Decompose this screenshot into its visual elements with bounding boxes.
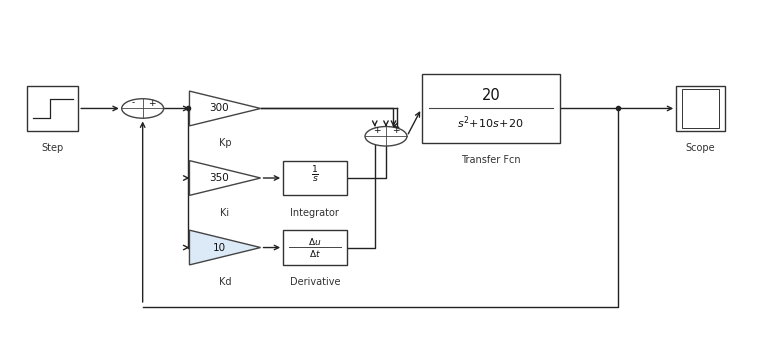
Text: +: + <box>372 126 380 135</box>
Text: Kp: Kp <box>219 138 232 148</box>
Text: -: - <box>132 99 135 108</box>
Polygon shape <box>189 161 260 195</box>
Text: Transfer Fcn: Transfer Fcn <box>461 156 521 166</box>
Circle shape <box>122 99 164 118</box>
Text: $s^2\!+\!10s\!+\!20$: $s^2\!+\!10s\!+\!20$ <box>457 114 525 131</box>
Text: 350: 350 <box>210 173 229 183</box>
Bar <box>283 230 347 265</box>
Bar <box>682 89 718 128</box>
Text: 10: 10 <box>213 242 226 252</box>
Text: +: + <box>148 99 156 108</box>
Text: Step: Step <box>42 143 64 153</box>
Bar <box>283 161 347 195</box>
Polygon shape <box>189 230 260 265</box>
Circle shape <box>365 126 407 146</box>
Text: $\Delta u$: $\Delta u$ <box>308 236 322 247</box>
Text: Kd: Kd <box>219 277 232 287</box>
Text: 300: 300 <box>210 104 229 114</box>
Text: Derivative: Derivative <box>290 277 340 287</box>
Text: Scope: Scope <box>686 143 715 153</box>
Text: $\Delta t$: $\Delta t$ <box>309 247 321 258</box>
Polygon shape <box>189 91 260 126</box>
Bar <box>676 86 724 131</box>
Text: +: + <box>391 126 399 135</box>
Bar <box>422 74 560 143</box>
Text: Integrator: Integrator <box>291 208 339 218</box>
Text: $\frac{1}{s}$: $\frac{1}{s}$ <box>311 163 319 184</box>
Text: 20: 20 <box>481 88 500 104</box>
Text: Ki: Ki <box>220 208 229 218</box>
Bar <box>27 86 78 131</box>
